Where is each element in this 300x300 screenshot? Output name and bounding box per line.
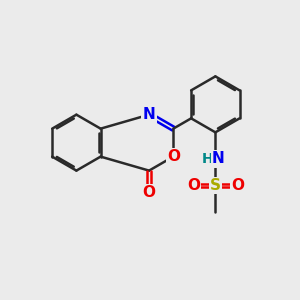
Text: O: O bbox=[187, 178, 200, 193]
Text: N: N bbox=[212, 151, 225, 166]
Text: N: N bbox=[143, 107, 155, 122]
Text: S: S bbox=[210, 178, 221, 193]
Text: O: O bbox=[167, 149, 180, 164]
Text: O: O bbox=[231, 178, 244, 193]
Text: H: H bbox=[201, 152, 213, 166]
Text: O: O bbox=[142, 185, 156, 200]
